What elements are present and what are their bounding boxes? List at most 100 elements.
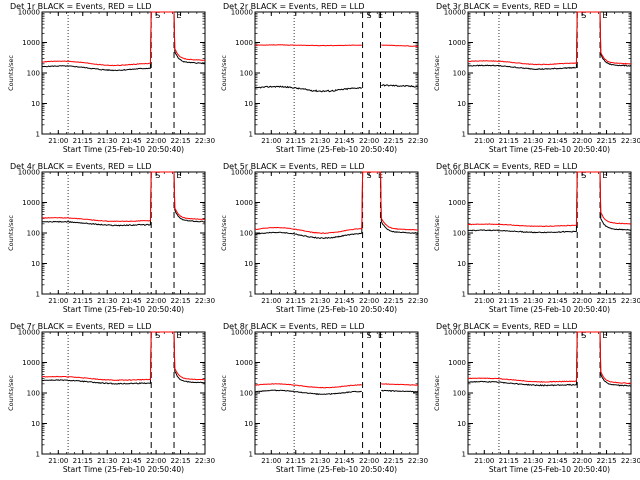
y-tick-label: 10000 <box>444 329 466 337</box>
series-line-lld <box>467 11 632 66</box>
x-tick-label: 21:30 <box>523 137 543 145</box>
detector-panel-3: Det 3r BLACK = Events, RED = LLD 1 10 100 10… <box>426 0 640 160</box>
x-tick-label: 21:00 <box>474 457 494 465</box>
x-tick-label: 21:00 <box>474 137 494 145</box>
x-tick-label: 21:15 <box>499 457 519 465</box>
x-axis-label: Start Time (25-Feb-10 20:50:40) <box>276 145 397 154</box>
x-tick-label: 21:45 <box>548 297 568 305</box>
y-tick-label: 100 <box>240 230 253 238</box>
y-tick-label: 1 <box>36 451 40 459</box>
x-tick-label: 22:00 <box>359 457 379 465</box>
y-tick-label: 10000 <box>231 329 253 337</box>
event-marker-E: E <box>176 331 181 340</box>
x-tick-label: 22:00 <box>359 297 379 305</box>
series-line-events <box>41 11 206 72</box>
y-tick-label: 10 <box>31 420 40 428</box>
x-tick-label: 21:30 <box>523 457 543 465</box>
plot-frame <box>254 171 419 295</box>
x-tick-label: 21:15 <box>73 297 93 305</box>
detector-chart-1: Det 1r BLACK = Events, RED = LLD 1 10 100 10… <box>7 2 215 154</box>
series-line-lld <box>254 171 419 235</box>
series-line-events <box>467 11 632 71</box>
y-tick-label: 10000 <box>231 9 253 17</box>
y-tick-label: 10000 <box>18 169 40 177</box>
x-tick-label: 22:30 <box>408 297 428 305</box>
plot-frame <box>467 171 632 295</box>
x-tick-label: 21:30 <box>97 137 117 145</box>
chart-title: Det 6r BLACK = Events, RED = LLD <box>436 162 578 171</box>
y-tick-label: 1000 <box>22 199 40 207</box>
plot-frame <box>254 11 419 135</box>
y-tick-label: 1000 <box>22 359 40 367</box>
x-tick-label: 21:00 <box>48 137 68 145</box>
chart-title: Det 5r BLACK = Events, RED = LLD <box>223 162 365 171</box>
x-tick-label: 21:15 <box>499 137 519 145</box>
x-tick-label: 22:30 <box>195 137 215 145</box>
series-line-lld <box>42 331 206 382</box>
y-axis-label: Counts/sec <box>433 55 441 91</box>
event-marker-E: E <box>602 331 607 340</box>
y-axis-label: Counts/sec <box>220 375 228 411</box>
x-tick-label: 21:00 <box>48 297 68 305</box>
x-tick-label: 21:15 <box>286 457 306 465</box>
x-tick-label: 21:00 <box>261 297 281 305</box>
event-marker-E: E <box>602 171 607 180</box>
y-axis-label: Counts/sec <box>7 215 15 251</box>
y-tick-label: 100 <box>27 70 40 78</box>
y-tick-label: 10 <box>244 100 253 108</box>
detector-panel-1: Det 1r BLACK = Events, RED = LLD 1 10 100 10… <box>0 0 215 160</box>
event-marker-E: E <box>378 331 383 340</box>
x-tick-label: 21:15 <box>499 297 519 305</box>
x-tick-label: 22:00 <box>572 457 592 465</box>
x-tick-label: 21:30 <box>97 297 117 305</box>
x-tick-label: 21:30 <box>310 297 330 305</box>
y-tick-label: 1000 <box>235 359 253 367</box>
plot-frame <box>467 11 632 135</box>
detector-chart-9: Det 9r BLACK = Events, RED = LLD 1 10 100 10… <box>433 322 640 474</box>
detector-chart-7: Det 7r BLACK = Events, RED = LLD 1 10 100 10… <box>7 322 215 474</box>
y-tick-label: 1000 <box>22 39 40 47</box>
x-tick-label: 21:45 <box>548 457 568 465</box>
plot-frame <box>254 331 419 455</box>
x-axis-label: Start Time (25-Feb-10 20:50:40) <box>63 305 184 314</box>
event-marker-S: S <box>367 171 372 180</box>
event-marker-S: S <box>367 11 372 20</box>
x-tick-label: 21:00 <box>261 137 281 145</box>
y-tick-label: 10 <box>457 260 466 268</box>
y-tick-label: 1 <box>36 291 40 299</box>
event-marker-E: E <box>378 11 383 20</box>
x-axis-label: Start Time (25-Feb-10 20:50:40) <box>489 145 610 154</box>
y-axis-label: Counts/sec <box>7 55 15 91</box>
detector-panel-9: Det 9r BLACK = Events, RED = LLD 1 10 100 10… <box>426 320 640 480</box>
series-line-events <box>41 171 206 227</box>
x-tick-label: 22:00 <box>146 457 166 465</box>
event-marker-S: S <box>581 171 586 180</box>
detector-chart-4: Det 4r BLACK = Events, RED = LLD 1 10 100 10… <box>7 162 215 314</box>
x-tick-label: 22:15 <box>170 297 190 305</box>
chart-title: Det 3r BLACK = Events, RED = LLD <box>436 2 578 11</box>
series-line-events <box>254 389 419 396</box>
x-tick-label: 22:15 <box>170 457 190 465</box>
plot-frame <box>41 11 206 135</box>
x-axis-label: Start Time (25-Feb-10 20:50:40) <box>63 465 184 474</box>
x-tick-label: 22:30 <box>408 137 428 145</box>
x-tick-label: 21:30 <box>310 457 330 465</box>
chart-title: Det 7r BLACK = Events, RED = LLD <box>10 322 152 331</box>
x-axis-label: Start Time (25-Feb-10 20:50:40) <box>489 305 610 314</box>
x-tick-label: 22:30 <box>408 457 428 465</box>
y-tick-label: 1000 <box>448 359 466 367</box>
chart-title: Det 8r BLACK = Events, RED = LLD <box>223 322 365 331</box>
y-tick-label: 1000 <box>235 39 253 47</box>
x-tick-label: 21:00 <box>261 457 281 465</box>
y-tick-label: 100 <box>240 70 253 78</box>
x-tick-label: 21:45 <box>122 297 142 305</box>
event-marker-S: S <box>155 331 160 340</box>
y-tick-label: 10000 <box>444 169 466 177</box>
y-tick-label: 10000 <box>231 169 253 177</box>
event-marker-S: S <box>155 171 160 180</box>
y-tick-label: 1 <box>249 291 253 299</box>
x-tick-label: 22:15 <box>383 297 403 305</box>
x-tick-label: 22:00 <box>146 297 166 305</box>
x-tick-label: 21:45 <box>335 457 355 465</box>
